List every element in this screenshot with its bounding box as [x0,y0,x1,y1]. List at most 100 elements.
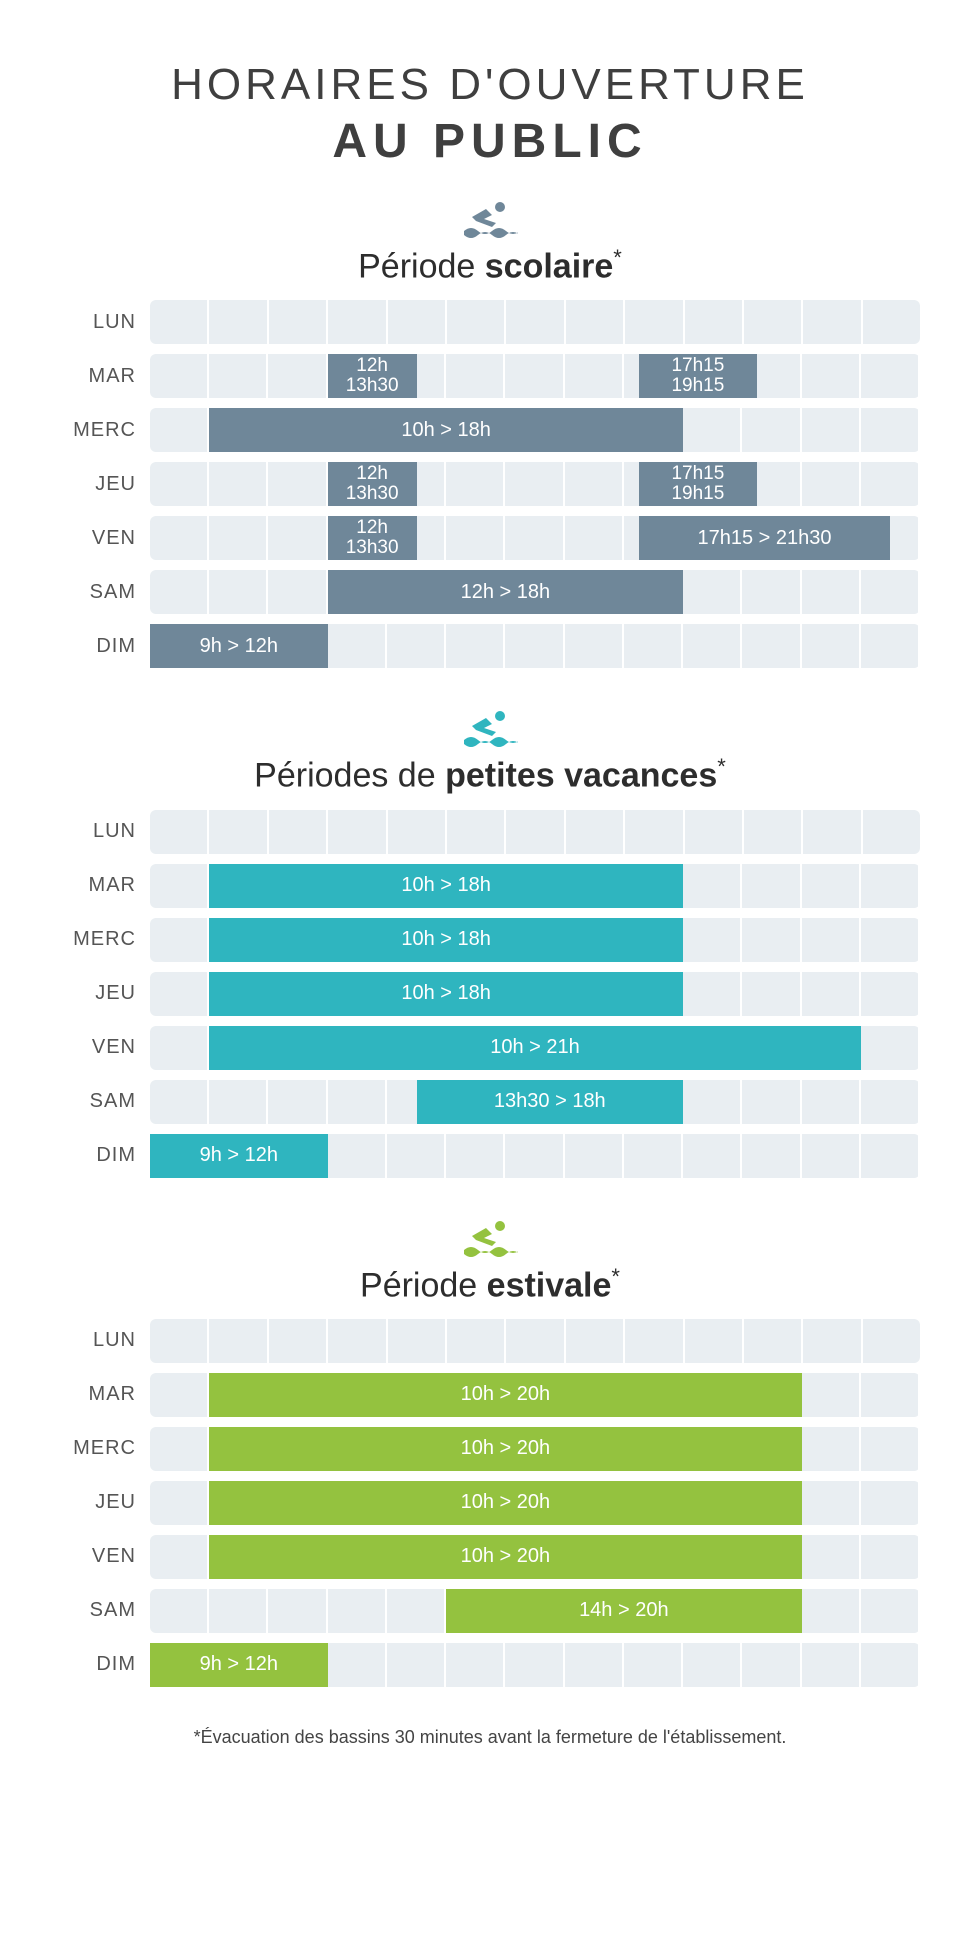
timeline-tick [742,624,801,668]
timeline-tick [505,1134,564,1178]
timeline-tick [387,1643,446,1687]
timeline-tick [742,972,801,1016]
timeline-tick [683,972,742,1016]
timeline-tick [802,1535,861,1579]
section-title-light: Périodes de [254,757,445,795]
timeslot-label: 10h > 18h [401,419,491,442]
timeline-tick [150,1481,209,1525]
timeline-tick [446,516,505,560]
timeline-tick [683,864,742,908]
day-label: DIM [60,635,150,658]
section-title: Période scolaire* [60,245,920,286]
timeline-tick [268,1589,327,1633]
timeslot-label: 17h15 > 21h30 [697,527,831,550]
section-title-bold: petites vacances [445,757,717,795]
timeslot-label: 14h > 20h [579,1599,669,1622]
timeslot: 10h > 18h [209,918,683,962]
timeline-tick [268,1080,327,1124]
timeline-track: 10h > 18h [150,864,920,908]
schedule-row: JEU12h13h3017h1519h15 [60,462,920,506]
timeline-tick [150,408,209,452]
day-label: MERC [60,419,150,442]
timeline-track: 10h > 18h [150,408,920,452]
timeline-tick [328,810,387,854]
section-title-bold: scolaire [485,247,614,285]
timeslot-label: 10h > 18h [401,982,491,1005]
timeslot-label: 10h > 20h [461,1491,551,1514]
day-label: MAR [60,874,150,897]
timeline-tick [505,354,564,398]
timeline-tick [742,1643,801,1687]
timeslot: 17h15 > 21h30 [639,516,891,560]
timeline-tick [268,462,327,506]
timeline-tick [803,300,862,344]
timeline-tick [269,300,328,344]
day-label: MERC [60,1437,150,1460]
timeline-tick [624,1134,683,1178]
schedule: LUNMAR10h > 18hMERC10h > 18hJEU10h > 18h… [60,810,920,1178]
section-header: Période estivale* [60,1218,920,1305]
timeslot: 12h13h30 [328,516,417,560]
timeline-tick [150,1319,209,1363]
day-label: VEN [60,527,150,550]
timeslot-label: 9h > 12h [200,635,278,658]
timeline-tick [388,810,447,854]
section-asterisk: * [613,245,622,270]
timeline-tick [685,300,744,344]
timeline-track: 12h13h3017h1519h15 [150,354,920,398]
timeslot: 10h > 20h [209,1427,801,1471]
timeline-tick [209,1319,268,1363]
timeslot: 12h13h30 [328,354,417,398]
timeline-tick [209,300,268,344]
timeslot: 10h > 20h [209,1373,801,1417]
schedule-row: SAM13h30 > 18h [60,1080,920,1124]
timeline-tick [861,918,920,962]
timeline-tick [802,408,861,452]
timeline-tick [802,1373,861,1417]
timeline-tick [505,624,564,668]
timeline-tick [861,1026,920,1070]
timeline-track: 10h > 20h [150,1535,920,1579]
timeline-tick [742,864,801,908]
timeline-tick [861,972,920,1016]
schedule-row: LUN [60,1319,920,1363]
section-title-light: Période [358,247,485,285]
timeline-track: 10h > 20h [150,1481,920,1525]
timeline-tick [861,570,920,614]
timeline-tick [328,1080,387,1124]
timeline-track: 9h > 12h [150,624,920,668]
section-estivale: Période estivale* LUN MAR 10h > 20h MERC 10h … [60,1218,920,1687]
timeslot: 10h > 18h [209,408,683,452]
timeslot-label: 12h13h30 [346,518,399,558]
timeline-tick [863,300,920,344]
timeline-tick [150,864,209,908]
schedule-row: DIM9h > 12h [60,1134,920,1178]
timeline-tick [150,810,209,854]
timeline-tick [209,516,268,560]
timeline-tick [802,1481,861,1525]
timeline-tick [565,1134,624,1178]
timeline-tick [802,1589,861,1633]
timeline-tick [861,1643,920,1687]
timeline-tick [683,1080,742,1124]
timeline-tick [861,864,920,908]
timeline-tick [802,462,861,506]
timeline-tick [269,810,328,854]
schedule-row: SAM14h > 20h [60,1589,920,1633]
schedule-row: SAM12h > 18h [60,570,920,614]
timeline-tick [683,1643,742,1687]
schedule-row: MERC 10h > 18h [60,408,920,452]
schedule-row: MERC 10h > 20h [60,1427,920,1471]
timeslot: 12h > 18h [328,570,683,614]
timeline-tick [683,1134,742,1178]
day-label: MAR [60,1383,150,1406]
timeline-tick [150,1535,209,1579]
timeslot-label: 12h13h30 [346,464,399,504]
timeline-tick [861,408,920,452]
timeline-tick [209,810,268,854]
timeslot-label: 13h30 > 18h [494,1090,606,1113]
timeline-tick [565,516,624,560]
timeline-tick [150,918,209,962]
timeline-tick [742,408,801,452]
day-label: MAR [60,365,150,388]
